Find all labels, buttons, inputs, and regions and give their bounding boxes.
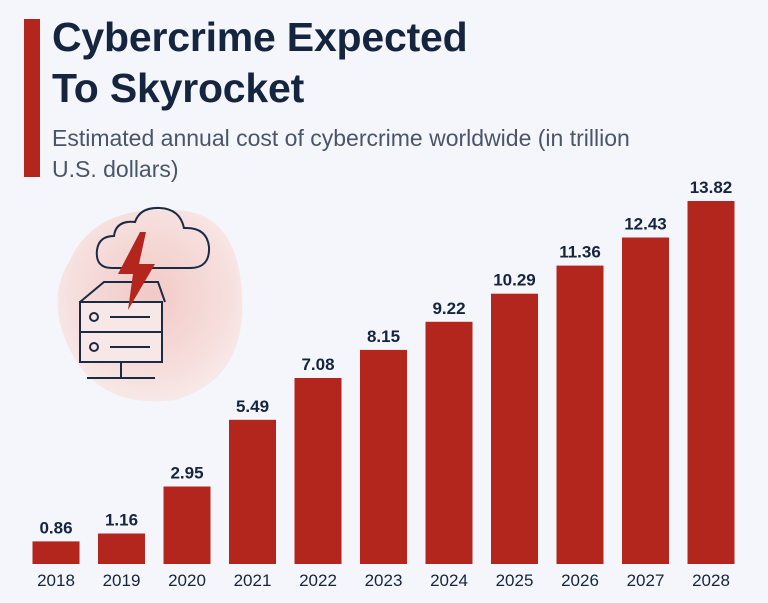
bar-2023: [360, 349, 407, 564]
lightning-bolt-icon: [118, 232, 155, 310]
category-label-2028: 2028: [692, 571, 730, 590]
chart-subtitle: Estimated annual cost of cybercrime worl…: [52, 125, 630, 182]
bar-2020: [163, 486, 211, 564]
bar-2028: [687, 201, 735, 564]
value-label-2023: 8.15: [367, 327, 400, 346]
category-label-2018: 2018: [37, 571, 75, 590]
cloud-icon: [95, 206, 211, 269]
chart-title: Cybercrime Expected To Skyrocket: [52, 14, 468, 111]
category-label-2023: 2023: [365, 571, 403, 590]
value-label-2027: 12.43: [624, 215, 667, 234]
value-label-2028: 13.82: [690, 178, 733, 197]
category-label-2019: 2019: [103, 571, 141, 590]
value-label-2018: 0.86: [39, 518, 72, 537]
value-label-2025: 10.29: [493, 271, 536, 290]
bar-2026: [556, 265, 604, 564]
category-label-2020: 2020: [168, 571, 206, 590]
server-icon: [79, 281, 166, 379]
value-label-2020: 2.95: [170, 464, 203, 483]
bar-2022: [294, 378, 342, 564]
value-label-2019: 1.16: [105, 511, 138, 530]
bar-2018: [32, 541, 80, 564]
value-label-2022: 7.08: [301, 355, 334, 374]
category-label-2027: 2027: [627, 571, 665, 590]
category-label-2024: 2024: [430, 571, 468, 590]
bar-2027: [622, 237, 669, 564]
bar-2021: [229, 419, 276, 564]
bar-2024: [425, 321, 473, 564]
category-label-2022: 2022: [299, 571, 337, 590]
category-label-2026: 2026: [561, 571, 599, 590]
category-label-2025: 2025: [496, 571, 534, 590]
value-label-2024: 9.22: [432, 299, 465, 318]
value-label-2021: 5.49: [236, 397, 269, 416]
accent-bar: [24, 19, 40, 177]
bar-2019: [98, 533, 145, 564]
category-label-2021: 2021: [234, 571, 272, 590]
bar-2025: [491, 293, 538, 564]
value-label-2026: 11.36: [559, 243, 601, 262]
